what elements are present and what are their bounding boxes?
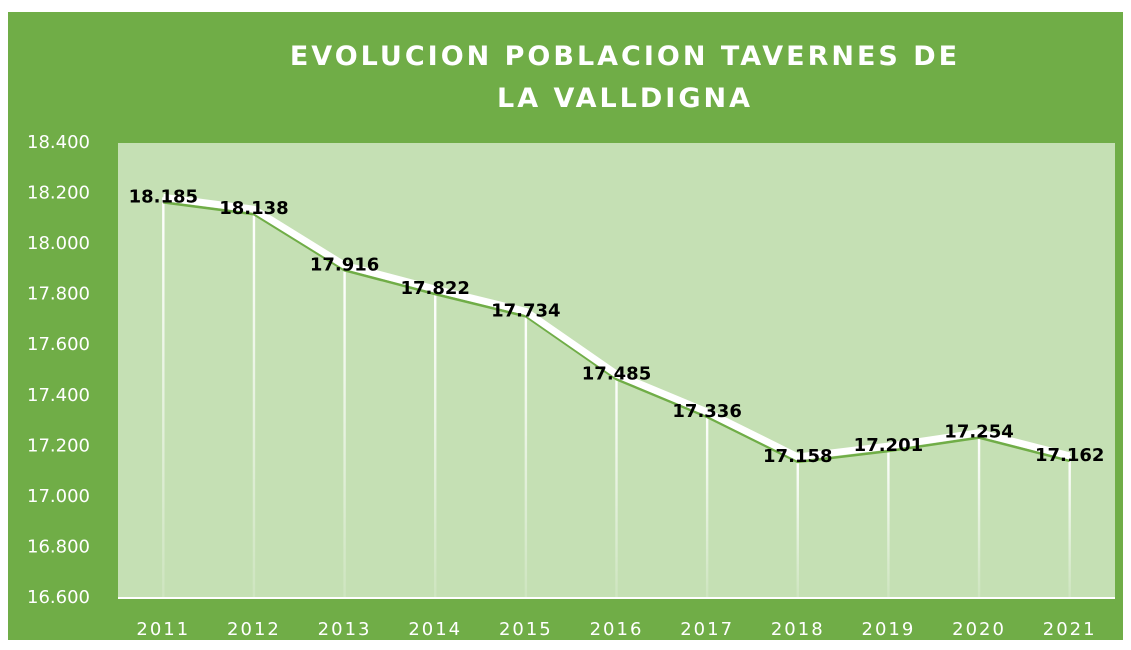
drop-line bbox=[977, 432, 981, 598]
data-label: 17.201 bbox=[854, 435, 923, 456]
y-tick-label: 18.400 bbox=[27, 132, 90, 153]
x-tick-label: 2013 bbox=[318, 619, 372, 640]
y-tick-label: 18.200 bbox=[27, 183, 90, 204]
drop-line bbox=[887, 446, 890, 598]
data-label: 18.138 bbox=[219, 198, 288, 219]
data-label: 17.734 bbox=[491, 300, 560, 321]
data-label: 17.485 bbox=[582, 363, 651, 384]
y-tick-label: 16.800 bbox=[27, 536, 90, 557]
drop-line bbox=[343, 265, 346, 598]
data-label: 17.158 bbox=[763, 446, 832, 467]
data-label: 17.254 bbox=[944, 422, 1013, 443]
y-tick-label: 16.600 bbox=[27, 587, 90, 608]
x-tick-label: 2017 bbox=[680, 619, 734, 640]
y-tick-label: 17.400 bbox=[27, 385, 90, 406]
drop-line bbox=[1068, 455, 1071, 598]
data-label: 17.336 bbox=[672, 401, 741, 422]
line-shadow bbox=[163, 201, 1070, 464]
y-tick-label: 17.800 bbox=[27, 284, 90, 305]
x-tick-label: 2012 bbox=[227, 619, 281, 640]
drop-line bbox=[252, 209, 256, 598]
data-label: 17.162 bbox=[1035, 445, 1104, 466]
drop-line bbox=[796, 456, 799, 598]
chart-title: EVOLUCION POBLACION TAVERNES DE LA VALLD… bbox=[289, 41, 961, 114]
y-tick-label: 17.600 bbox=[27, 334, 90, 355]
drop-line bbox=[705, 411, 709, 598]
x-tick-label: 2021 bbox=[1043, 619, 1097, 640]
x-tick-label: 2015 bbox=[499, 619, 553, 640]
y-tick-label: 17.200 bbox=[27, 435, 90, 456]
x-tick-label: 2020 bbox=[952, 619, 1006, 640]
drop-line bbox=[162, 197, 165, 598]
data-label: 18.185 bbox=[129, 186, 198, 207]
drop-line bbox=[434, 289, 437, 598]
y-tick-label: 17.000 bbox=[27, 486, 90, 507]
drop-line bbox=[615, 374, 618, 598]
x-tick-label: 2018 bbox=[771, 619, 825, 640]
drop-line bbox=[524, 311, 528, 598]
y-tick-label: 18.000 bbox=[27, 233, 90, 254]
line bbox=[162, 193, 1071, 461]
x-tick-label: 2014 bbox=[408, 619, 462, 640]
x-tick-label: 2019 bbox=[862, 619, 916, 640]
data-label: 17.822 bbox=[400, 278, 469, 299]
data-label: 17.916 bbox=[310, 254, 379, 275]
x-tick-label: 2011 bbox=[136, 619, 190, 640]
x-tick-label: 2016 bbox=[590, 619, 644, 640]
